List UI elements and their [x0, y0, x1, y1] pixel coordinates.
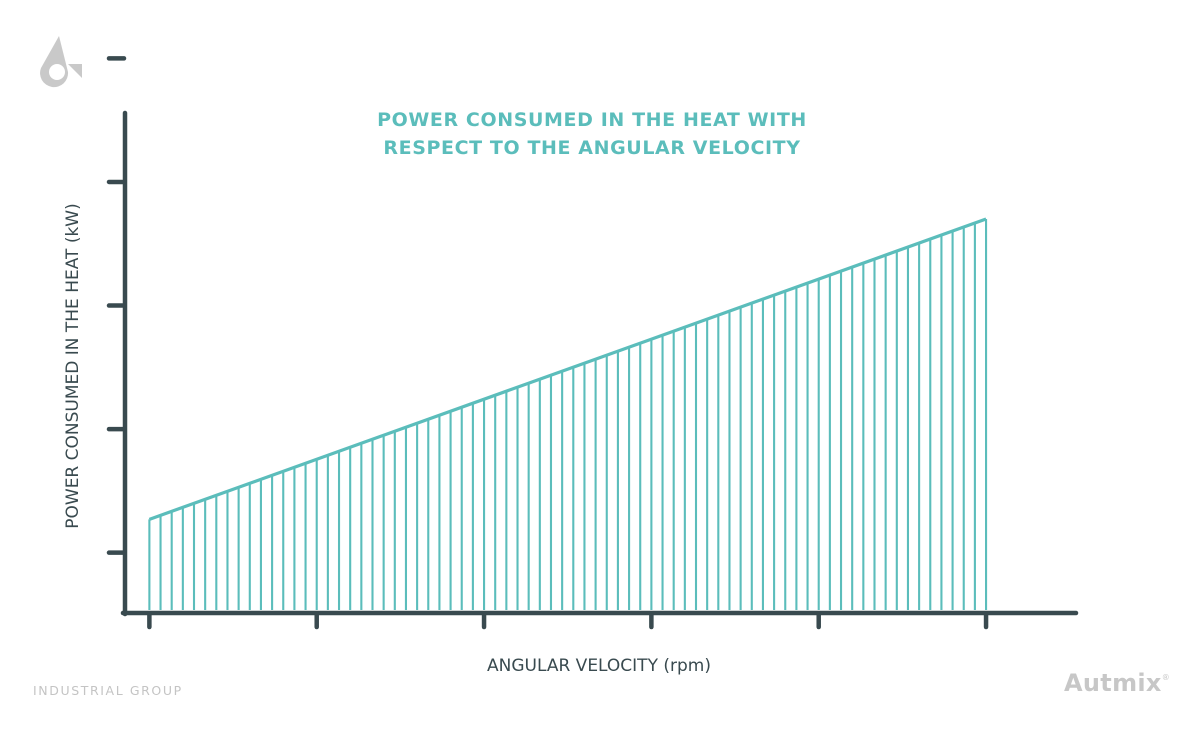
hatch-lines [148, 219, 988, 610]
chart-title-line-2: RESPECT TO THE ANGULAR VELOCITY [383, 137, 800, 159]
brand-tagline: INDUSTRIAL GROUP [33, 683, 183, 698]
brand-name-text: Autmix [1064, 669, 1162, 697]
y-axis-label: POWER CONSUMED IN THE HEAT (kW) [63, 203, 83, 529]
chart-title-line-1: POWER CONSUMED IN THE HEAT WITH [377, 109, 807, 131]
brand-name: Autmix® [1064, 669, 1170, 697]
autmix-logo-icon [40, 36, 82, 88]
registered-mark: ® [1161, 673, 1170, 682]
x-axis-label: ANGULAR VELOCITY (rpm) [487, 656, 711, 676]
x-ticks [147, 611, 989, 630]
y-ticks [106, 56, 127, 555]
series-line [148, 217, 987, 521]
